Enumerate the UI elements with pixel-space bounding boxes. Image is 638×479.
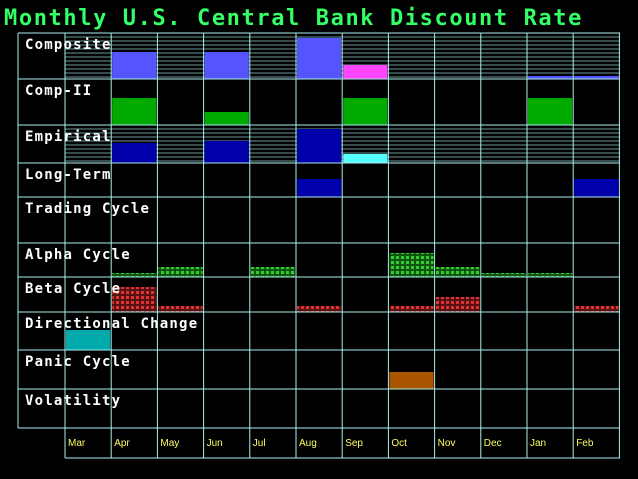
alpha-cycle-cell-nov [435,267,480,277]
month-label-sep: Sep [345,438,363,449]
beta-cycle-cell-apr [112,287,157,312]
beta-cycle-cell-nov [435,297,480,312]
month-label-nov: Nov [438,438,456,449]
month-label-may: May [160,438,179,449]
panic-cycle-cell-oct [389,372,434,389]
long-term-cell-feb [574,179,619,197]
row-label-alpha-cycle: Alpha Cycle [25,247,131,263]
alpha-cycle-cell-oct [389,253,434,277]
beta-cycle-cell-may [158,306,203,312]
row-label-empirical: Empirical [25,129,112,145]
month-label-apr: Apr [114,438,130,449]
month-label-aug: Aug [299,438,317,449]
month-label-jan: Jan [530,438,546,449]
row-label-composite: Composite [25,37,112,53]
comp-ii-cell-apr [112,98,157,125]
composite-cell-apr [112,52,157,79]
beta-cycle-cell-oct [389,306,434,312]
composite-cell-sep [343,65,388,79]
chart-title: Monthly U.S. Central Bank Discount Rate [4,6,583,31]
comp-ii-cell-jun [204,112,249,125]
row-label-volatility: Volatility [25,393,121,409]
row-label-directional-change: Directional Change [25,316,198,332]
empirical-cell-apr [112,143,157,163]
composite-cell-jun [204,52,249,79]
month-label-dec: Dec [484,438,502,449]
row-label-comp-ii: Comp-II [25,83,92,99]
row-label-trading-cycle: Trading Cycle [25,201,150,217]
alpha-cycle-cell-apr [112,273,157,277]
directional-change-cell-mar [66,330,111,350]
row-label-long-term: Long-Term [25,167,112,183]
row-labels: Composite Comp-II Empirical Long-Term Tradin… [25,37,198,409]
grid-lines [17,32,620,459]
composite-cell-feb [574,76,619,79]
alpha-cycle-cell-dec [481,273,526,277]
month-label-mar: Mar [68,438,86,449]
month-label-feb: Feb [576,438,594,449]
month-labels: Mar Apr May Jun Jul Aug Sep Oct Nov Dec Jan Feb [68,438,594,449]
long-term-cell-aug [297,179,342,197]
empirical-cell-jun [204,141,249,163]
empirical-cell-sep [343,154,388,163]
comp-ii-cell-sep [343,98,388,125]
row-label-panic-cycle: Panic Cycle [25,354,131,370]
alpha-cycle-cell-jul [250,267,295,277]
heatmap-cells [66,38,619,389]
alpha-cycle-cell-jan [528,273,573,277]
composite-cell-jan [528,76,573,79]
row-label-beta-cycle: Beta Cycle [25,281,121,297]
beta-cycle-cell-aug [297,306,342,312]
composite-cell-aug [297,38,342,79]
month-label-jun: Jun [207,438,223,449]
comp-ii-cell-jan [528,98,573,125]
empirical-cell-aug [297,129,342,163]
month-label-jul: Jul [253,438,266,449]
beta-cycle-cell-feb [574,306,619,312]
alpha-cycle-cell-may [158,267,203,277]
month-label-oct: Oct [391,438,407,449]
